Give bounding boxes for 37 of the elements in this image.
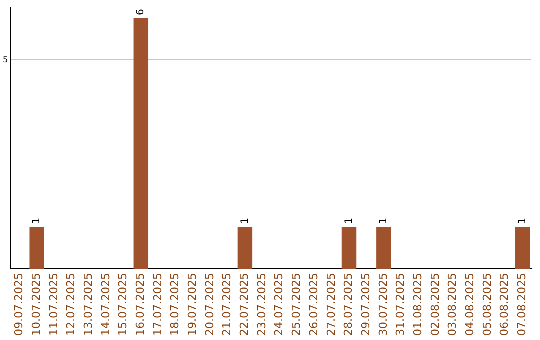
data-label: 1 (344, 218, 355, 224)
data-label: 1 (240, 218, 251, 224)
x-tick-label: 15.07.2025 (116, 273, 130, 336)
x-tick-label: 23.07.2025 (255, 273, 268, 336)
x-tick-label: 22.07.2025 (238, 273, 252, 336)
x-tick-label: 06.08.2025 (498, 273, 512, 336)
x-tick-label: 18.07.2025 (168, 273, 182, 336)
x-tick-label: 16.07.2025 (134, 273, 148, 336)
x-tick-label: 07.08.2025 (516, 273, 529, 336)
x-tick-label: 05.08.2025 (480, 273, 494, 336)
x-tick-label: 13.07.2025 (82, 273, 95, 336)
x-tick-label: 01.08.2025 (411, 273, 424, 336)
x-tick-label: 26.07.2025 (307, 273, 320, 336)
x-tick-label: 11.07.2025 (47, 273, 60, 336)
data-label: 1 (517, 218, 528, 224)
x-tick-label: 25.07.2025 (290, 273, 304, 336)
x-tick-label: 27.07.2025 (324, 273, 338, 336)
x-tick-label: 04.08.2025 (464, 273, 476, 336)
x-tick-label: 10.07.2025 (30, 273, 43, 336)
x-tick-label: 31.07.2025 (394, 273, 408, 336)
x-tick-label: 19.07.2025 (186, 273, 200, 336)
x-tick-label: 17.07.2025 (151, 273, 164, 336)
data-label: 1 (378, 218, 390, 224)
x-tick-label: 24.07.2025 (272, 273, 286, 336)
x-tick-label: 14.07.2025 (99, 273, 112, 336)
x-tick-label: 12.07.2025 (64, 273, 78, 336)
x-tick-label: 28.07.2025 (342, 273, 356, 336)
x-tick-label: 20.07.2025 (203, 273, 216, 336)
x-tick-label: 21.07.2025 (220, 273, 234, 336)
data-label: 1 (32, 218, 43, 224)
x-tick-label: 02.08.2025 (428, 273, 442, 336)
x-tick-label: 09.07.2025 (12, 273, 26, 336)
y-tick-label: 5 (2, 55, 8, 64)
x-tick-label: 29.07.2025 (359, 273, 372, 336)
data-label: 6 (136, 9, 147, 16)
x-tick-label: 30.07.2025 (376, 273, 390, 336)
x-tick-label: 03.08.2025 (446, 273, 460, 336)
